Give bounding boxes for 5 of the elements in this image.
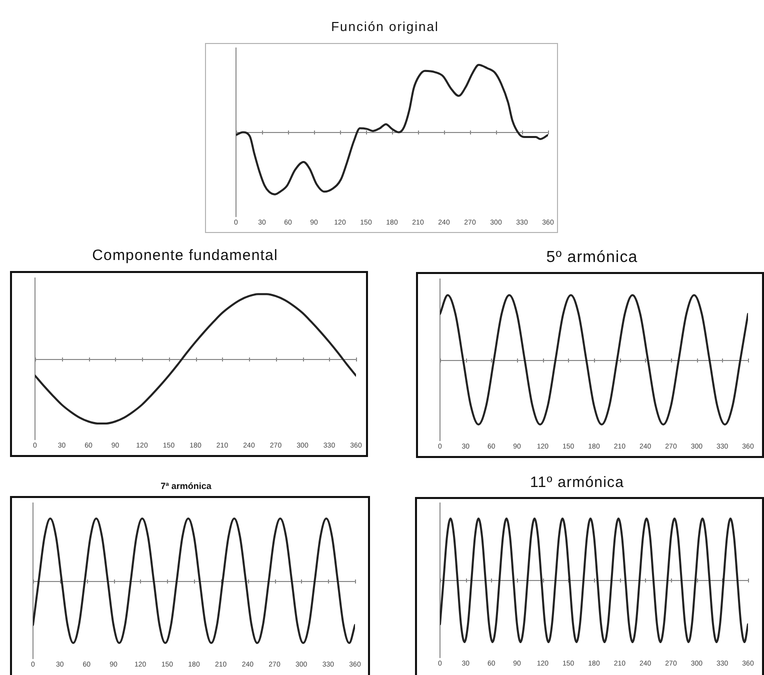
chart-title: 5º armónica: [546, 248, 638, 268]
chart-title: 7ª armónica: [160, 480, 212, 492]
chart-title: Componente fundamental: [92, 247, 278, 265]
chart-title: Función original: [331, 19, 439, 35]
chart-title: 11º armónica: [530, 474, 624, 492]
